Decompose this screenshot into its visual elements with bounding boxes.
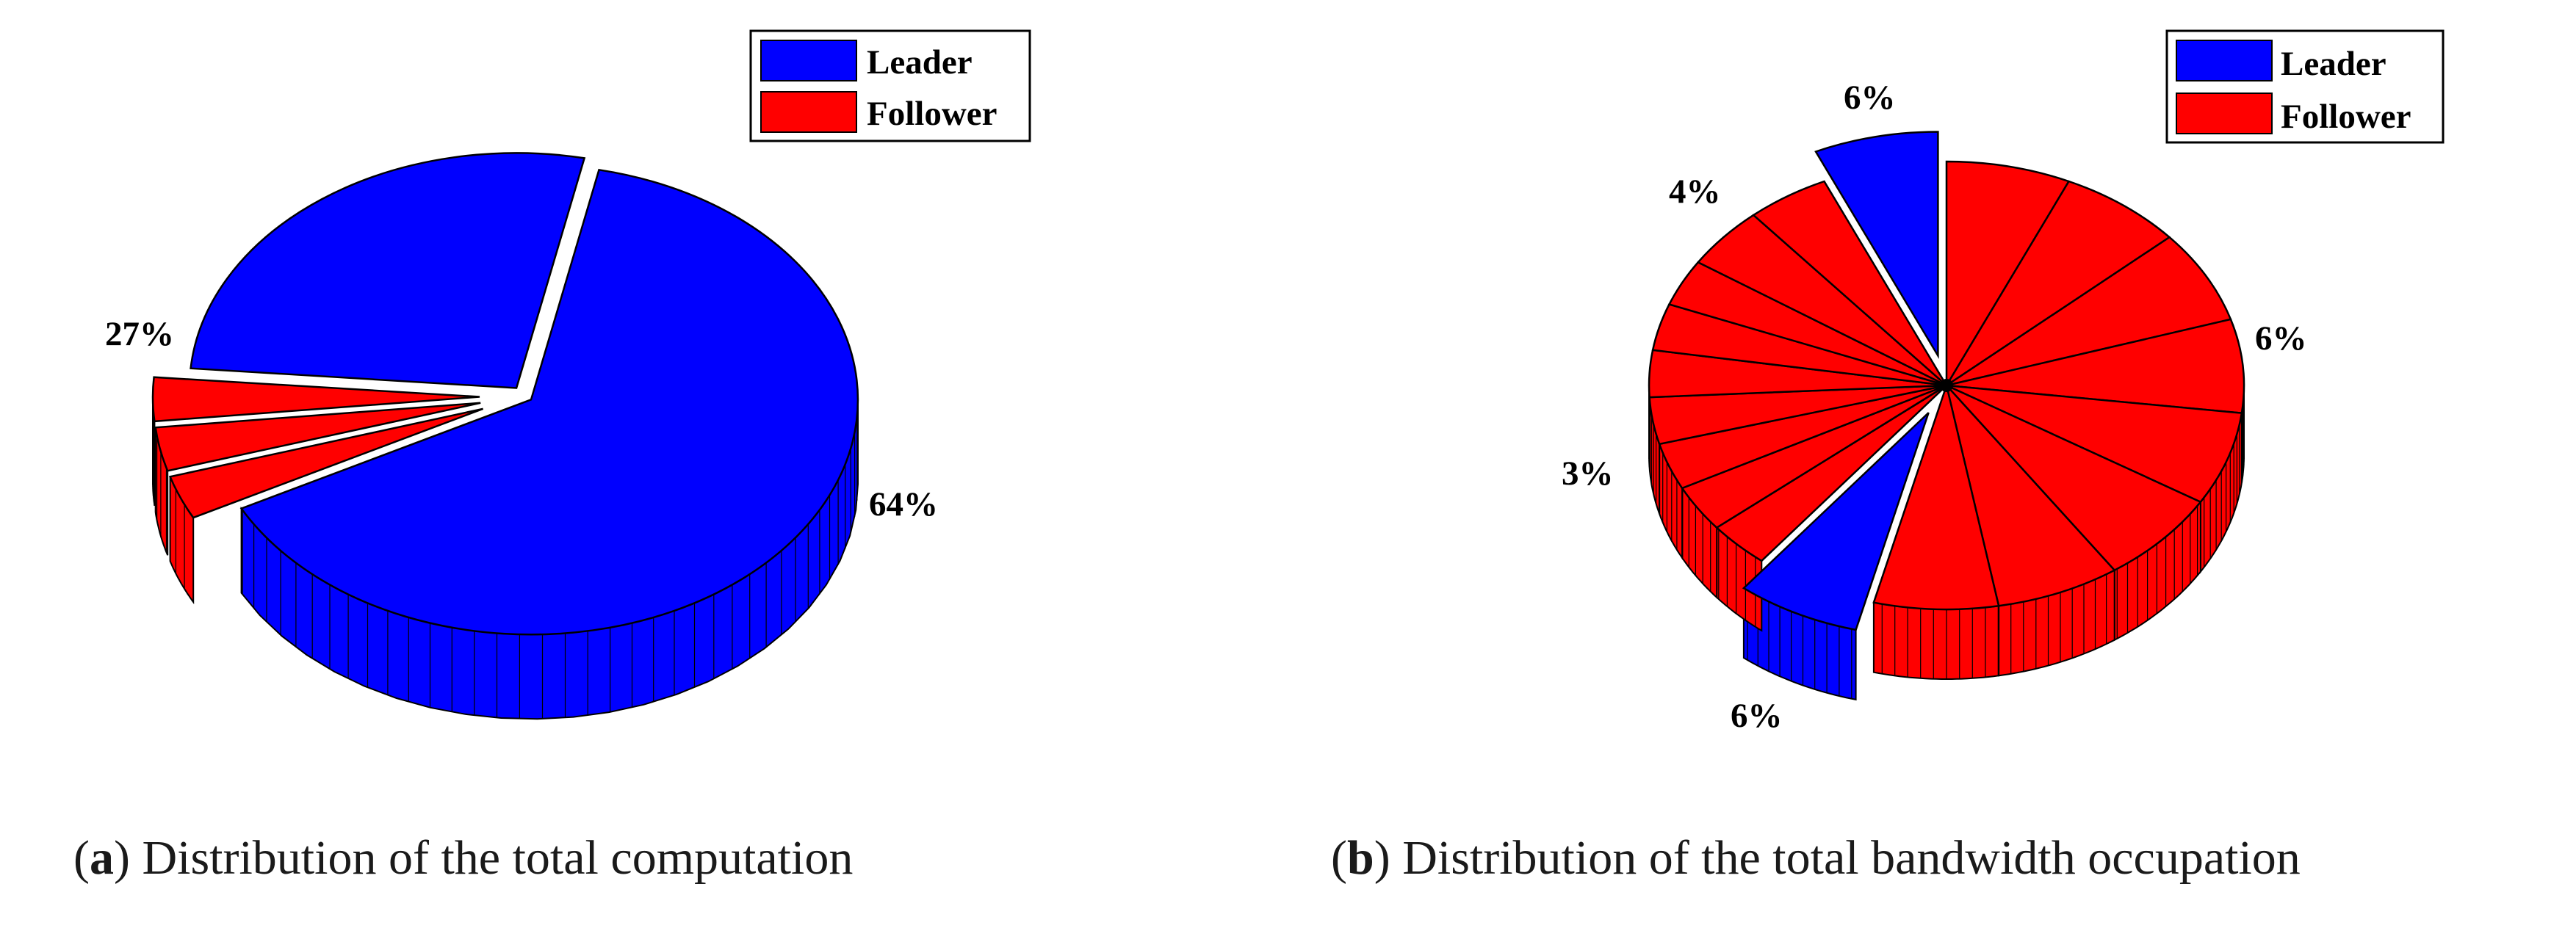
chart-b-slice-7 (1872, 382, 2000, 611)
chart-b-slice-3 (1946, 318, 2245, 414)
chart-b-slice-2 (1946, 236, 2232, 387)
chart-b-slice-label-4: 4% (1669, 173, 1721, 211)
chart-b-slice-17 (1752, 180, 1948, 386)
chart-a-slice-label-64: 64% (869, 485, 938, 523)
chart-a-slice-2 (154, 402, 481, 472)
chart-b-slice-1 (1945, 180, 2171, 387)
chart-b-hub (1940, 379, 1953, 392)
chart-b-slice-12-side (1648, 397, 1661, 515)
chart-a-slice-4 (190, 152, 586, 389)
chart-b-slice-4 (1946, 384, 2243, 504)
chart-a-slice-3 (151, 376, 480, 423)
chart-b-legend-swatch-follower (2176, 93, 2273, 134)
chart-b-slice-0 (1945, 160, 2071, 389)
chart-b-slice-8-side (1742, 587, 1857, 701)
chart-b-caption-letter: b (1347, 831, 1374, 885)
chart-b-legend: Leader Follower (2165, 29, 2445, 144)
chart-a-legend-label-follower: Follower (867, 95, 997, 133)
chart-b-slice-5 (1946, 384, 2202, 572)
chart-a-caption-letter: a (90, 831, 114, 885)
chart-b-slice-label-6-north: 6% (1844, 79, 1896, 117)
chart-b-slice-4-side (2199, 413, 2243, 574)
chart-b-slice-8 (1742, 412, 1930, 631)
chart-b-slice-18 (1814, 131, 1939, 360)
chart-a-legend-swatch-follower (760, 91, 857, 133)
chart-a-caption: (a) Distribution of the total computatio… (73, 831, 853, 885)
chart-b-legend-label-leader: Leader (2281, 45, 2386, 83)
chart-a-legend-swatch-leader (760, 40, 857, 81)
chart-b-caption-text: Distribution of the total bandwidth occu… (1402, 831, 2301, 885)
chart-b-caption: (b) Distribution of the total bandwidth … (1331, 831, 2301, 885)
chart-a-slice-label-27: 27% (105, 315, 174, 353)
chart-a: Leader Follower 64% 27% (a) Distribution… (73, 29, 1031, 885)
chart-b-legend-label-follower: Follower (2281, 98, 2411, 136)
chart-b-slice-label-3: 3% (1562, 454, 1614, 493)
chart-a-sides (152, 396, 859, 720)
chart-b-slice-label-6-south: 6% (1731, 697, 1783, 735)
chart-b-slice-7-side (1872, 601, 2000, 680)
chart-a-tops (151, 152, 859, 636)
chart-a-slice-0-side (240, 399, 859, 720)
chart-b-slice-6 (1945, 385, 2116, 607)
chart-b-slice-label-6-east: 6% (2255, 319, 2307, 358)
chart-b-tops (1648, 131, 2245, 631)
chart-a-caption-text: Distribution of the total computation (142, 831, 853, 885)
chart-b-legend-swatch-leader (2176, 40, 2273, 81)
chart-a-slice-0 (239, 168, 859, 636)
chart-a-legend-label-leader: Leader (867, 43, 973, 81)
chart-a-legend: Leader Follower (749, 29, 1031, 142)
chart-b: Leader Follower 6% 6% 3% 4% 6% (b) Distr… (1331, 29, 2445, 885)
chart-a-slice-1 (168, 407, 484, 519)
